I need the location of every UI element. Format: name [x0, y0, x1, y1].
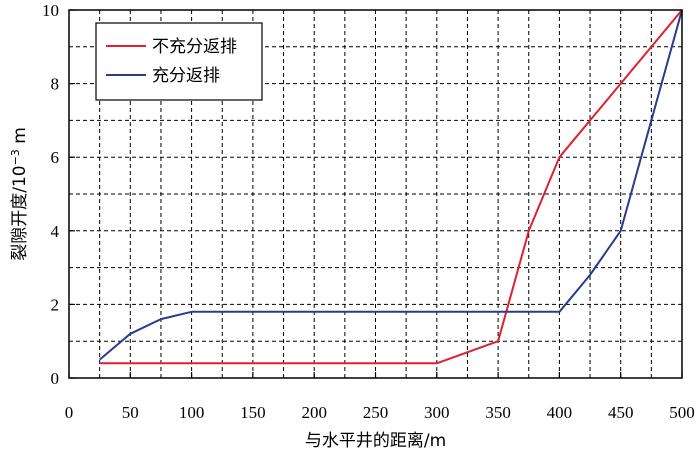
y-axis-title: 裂隙开度/10−3 m	[9, 127, 31, 261]
legend-box	[95, 22, 263, 101]
x-tick-label: 100	[179, 403, 205, 422]
x-tick-label: 200	[301, 403, 327, 422]
x-tick-label: 350	[485, 403, 511, 422]
grid	[69, 10, 682, 378]
x-tick-label: 50	[122, 403, 139, 422]
x-tick-label: 250	[363, 403, 389, 422]
y-axis-title-unit: m	[10, 127, 30, 149]
x-tick-label: 0	[65, 403, 74, 422]
x-tick-label: 300	[424, 403, 450, 422]
axis-ticks: 0 50 100 150 200 250 300 350 400 450 500 0 2 4 6 8 10	[42, 1, 695, 422]
y-tick-label: 6	[51, 148, 60, 167]
legend-label-series-0: 不充分返排	[152, 37, 237, 57]
y-tick-label: 8	[51, 75, 60, 94]
series-line-1	[99, 9, 683, 361]
legend: 不充分返排 充分返排	[95, 22, 263, 101]
y-tick-label: 4	[51, 222, 60, 241]
y-tick-label: 0	[51, 369, 60, 388]
y-axis-title-main: 裂隙开度/10	[10, 165, 30, 260]
y-axis-title-exponent: −3	[9, 149, 22, 165]
x-tick-label: 450	[608, 403, 634, 422]
x-axis-title: 与水平井的距离/m	[305, 431, 446, 451]
y-tick-label: 2	[51, 295, 60, 314]
y-tick-label: 10	[42, 1, 59, 20]
series-layer	[99, 9, 683, 365]
x-tick-label: 150	[240, 403, 266, 422]
series-line-0	[99, 9, 683, 365]
x-tick-label: 500	[669, 403, 695, 422]
legend-label-series-1: 充分返排	[152, 66, 220, 86]
x-tick-label: 400	[547, 403, 573, 422]
